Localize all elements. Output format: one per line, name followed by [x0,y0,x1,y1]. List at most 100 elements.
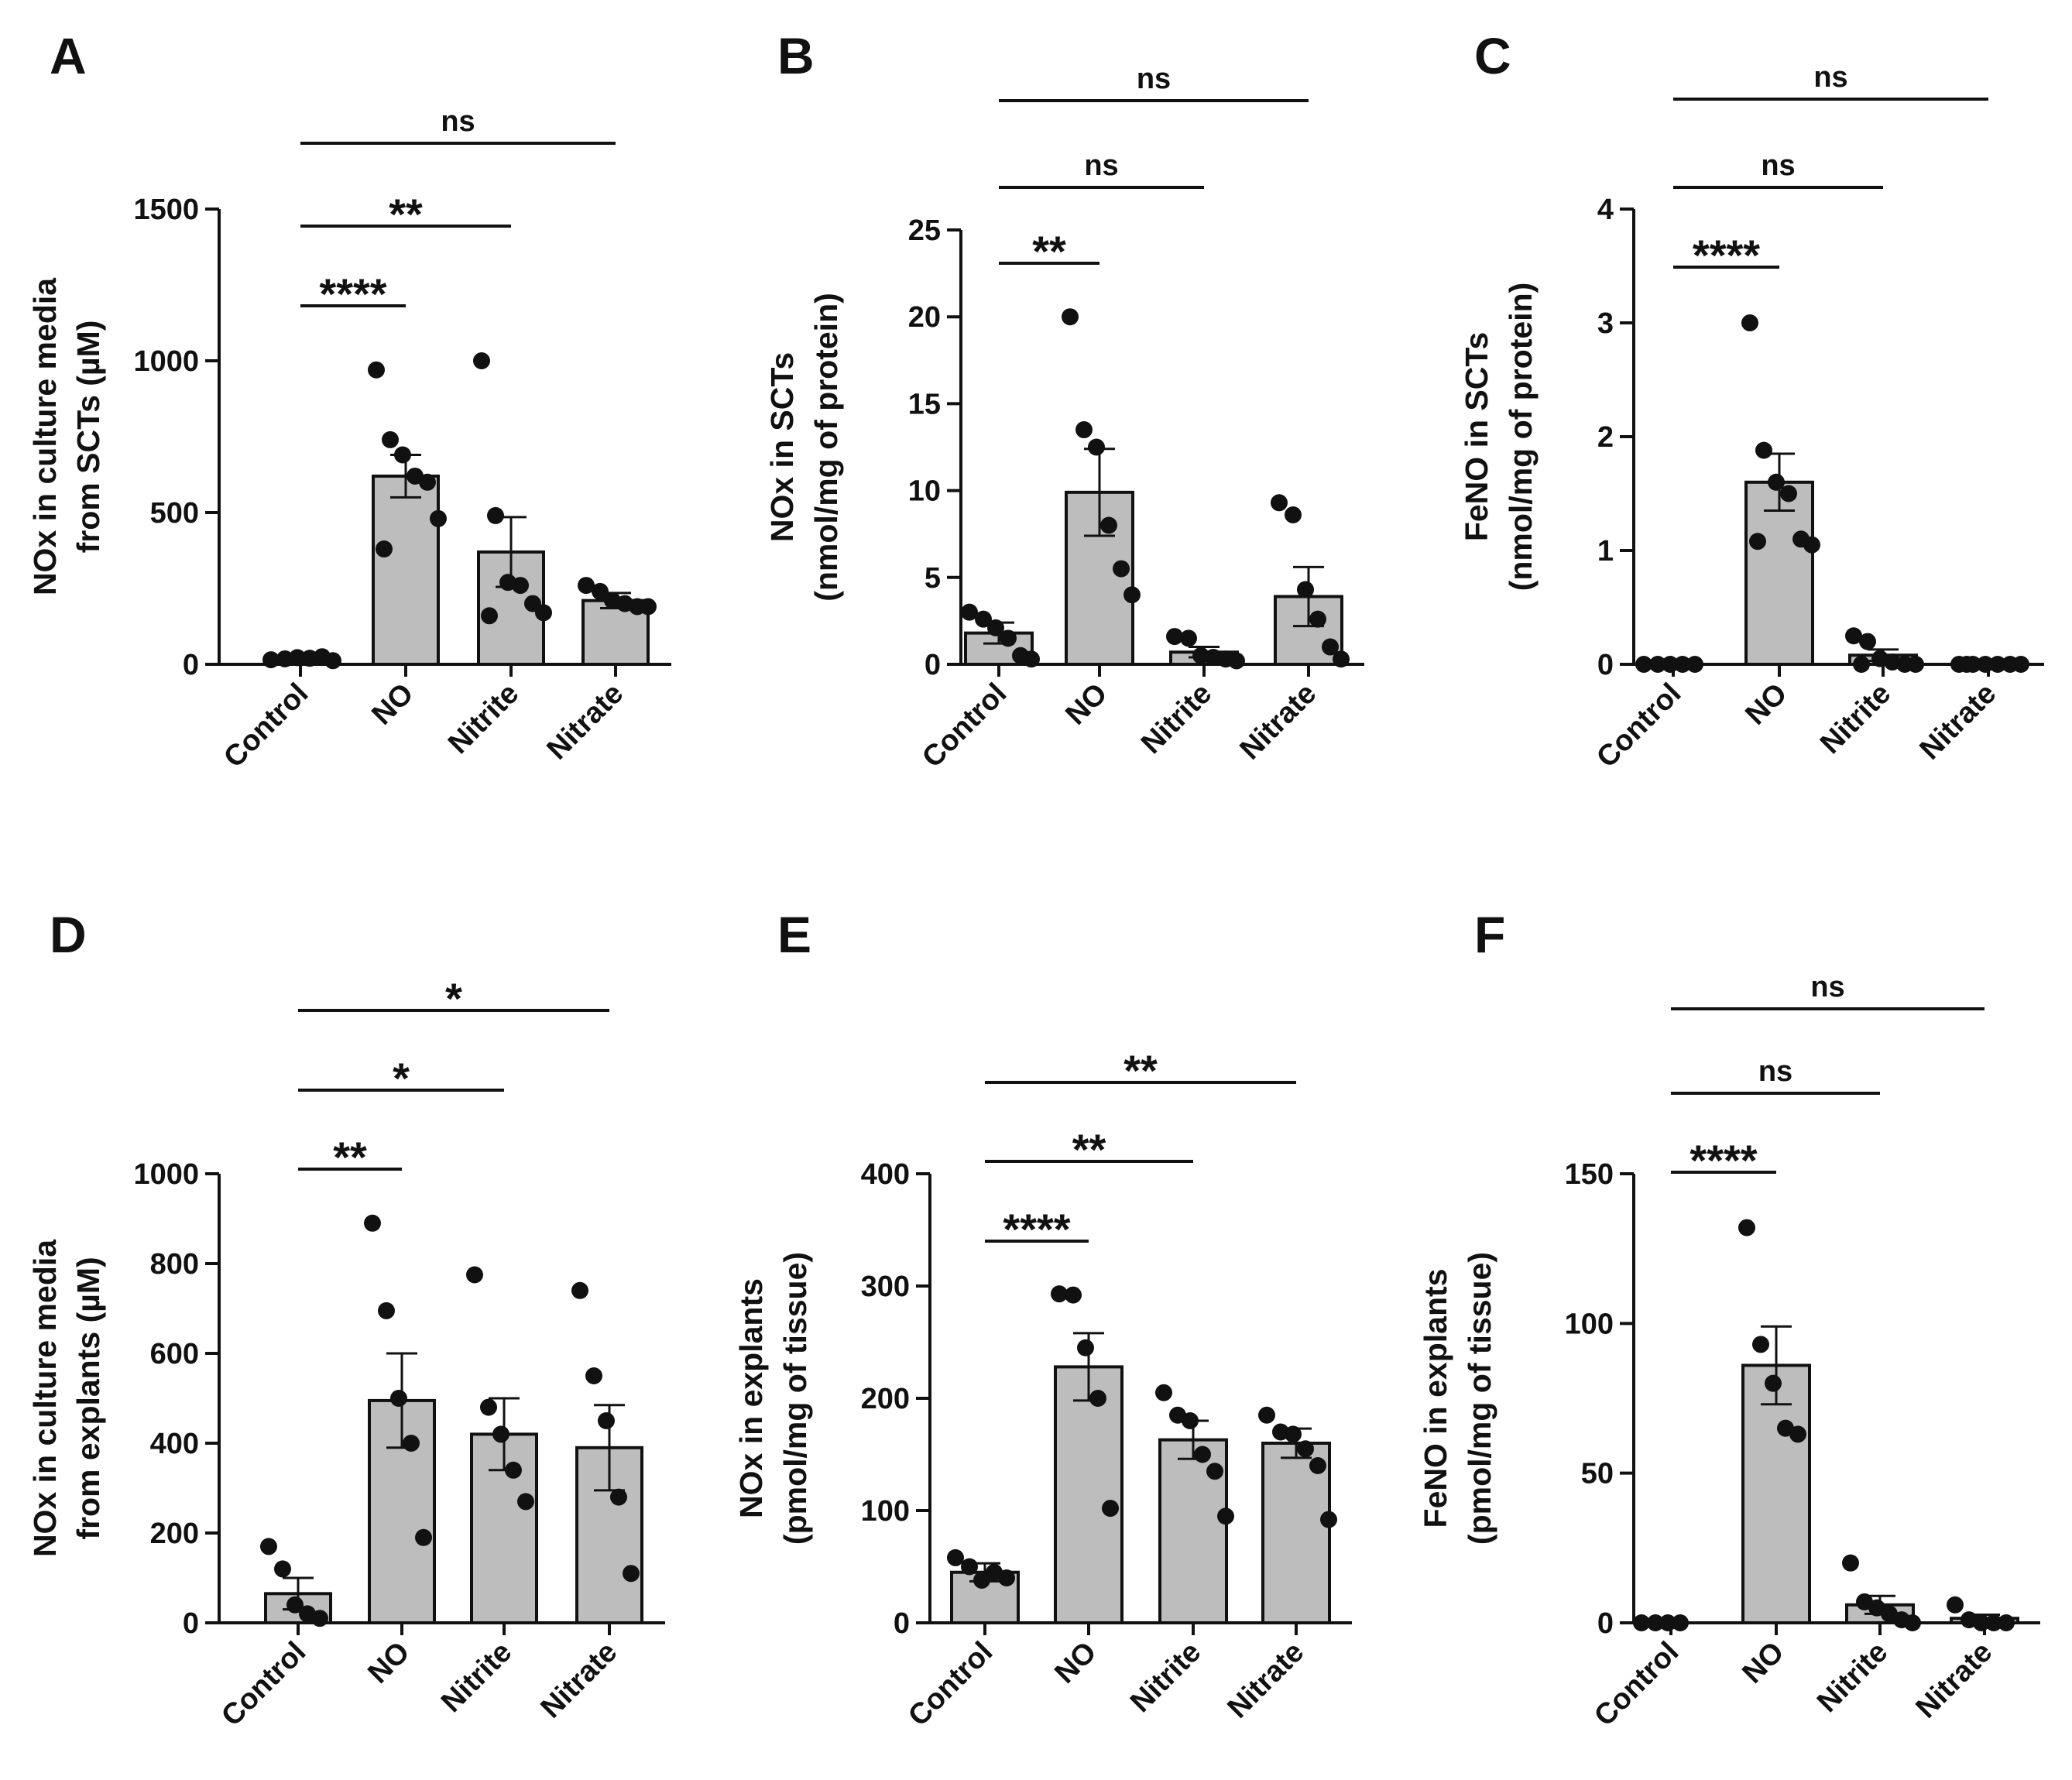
data-point [592,582,609,600]
x-tick-label: NO [1059,677,1113,732]
data-point [1155,1384,1172,1401]
data-point [1228,652,1245,670]
significance-label: ns [441,105,475,138]
y-axis-label: FeNO in SCTs [1459,332,1494,541]
data-point [1182,1412,1199,1429]
data-point [1271,494,1288,512]
y-axis-label: (pmol/mg of tissue) [777,1252,813,1545]
y-tick-label: 0 [183,1607,199,1640]
data-point [1166,628,1183,646]
y-tick-label: 400 [861,1158,910,1191]
x-tick-label: NO [1048,1636,1103,1690]
data-point [1947,1596,1964,1614]
data-point [1065,1286,1082,1304]
data-point [376,540,393,558]
y-tick-label: 500 [150,497,199,530]
data-point [973,1571,990,1589]
data-point [975,610,992,628]
data-point [1752,1336,1769,1353]
data-point [1672,1614,1689,1631]
x-tick-label: NO [1739,677,1793,732]
data-point [403,1435,420,1452]
data-point [1322,638,1339,656]
data-point [260,1538,277,1555]
y-tick-label: 800 [150,1248,199,1281]
data-point [1674,656,1691,673]
significance-label: ** [1123,1046,1158,1095]
x-tick-label: Nitrate [1234,677,1323,767]
data-point [1907,656,1924,673]
panel-letter: E [777,906,811,963]
data-point [301,650,318,667]
data-point [1635,656,1652,673]
x-tick-label: NO [1736,1636,1790,1690]
y-axis-label: from SCTs (µM) [70,321,106,554]
x-tick-label: Control [215,1636,312,1733]
y-axis-label: (pmol/mg of tissue) [1462,1252,1497,1545]
data-point [364,1214,381,1232]
data-point [419,473,436,491]
significance-label: **** [1003,1205,1070,1254]
y-tick-label: 3 [1597,307,1614,340]
data-point [492,1425,509,1443]
y-axis-label: NOx in culture media [27,277,63,595]
data-point [1309,610,1326,628]
data-point [998,1569,1015,1586]
data-point [578,577,595,595]
y-tick-label: 0 [925,649,941,681]
significance-label: * [393,1054,410,1103]
data-point [1113,560,1130,578]
y-tick-label: 1500 [133,194,199,226]
data-point [262,651,280,669]
data-point [1768,473,1785,491]
data-point [430,509,447,527]
significance-label: ns [1813,61,1847,94]
significance-label: ns [1758,1055,1792,1088]
data-point [1297,1440,1314,1458]
data-point [1755,441,1772,459]
data-point [535,604,552,622]
y-axis-label: NOx in culture media [27,1239,63,1557]
significance-label: **** [1690,1136,1757,1185]
data-point [505,1461,522,1479]
y-tick-label: 200 [861,1383,910,1415]
data-point [1958,656,1975,673]
bar [372,474,440,667]
data-point [1985,1614,2002,1631]
data-point [640,598,657,616]
data-point [473,352,490,369]
y-axis-label: (nmol/mg of protein) [808,293,844,602]
x-tick-label: Nitrate [535,1636,624,1725]
data-point [623,1565,640,1583]
x-tick-label: Control [1590,677,1687,774]
data-point [1633,1614,1650,1631]
panel-letter: F [1474,906,1505,963]
significance-label: ** [1032,227,1066,276]
y-axis-label: NOx in explants [733,1278,769,1518]
significance-label: **** [1693,231,1760,280]
data-point [571,1281,588,1299]
data-point [1853,656,1870,673]
data-point [2012,656,2029,673]
significance-label: **** [319,269,386,318]
data-point [1102,1500,1119,1518]
data-point [1842,1554,1859,1572]
significance-label: ns [1084,149,1118,182]
x-tick-label: NO [365,677,420,732]
data-point [1859,633,1876,650]
panel-D: D NOx in culture media from explants (µM) 0… [27,906,665,1733]
data-point [1062,308,1079,326]
y-tick-label: 15 [908,388,941,420]
data-point [1803,536,1820,554]
data-point [598,1412,615,1429]
panel-E: E NOx in explants (pmol/mg of tissue) 0 100 2… [733,906,1352,1733]
data-point [1297,581,1314,598]
data-point [1100,516,1117,534]
data-point [368,361,385,379]
panel-letter: A [50,27,87,84]
data-point [1789,1425,1806,1443]
data-point [1051,1285,1068,1303]
y-tick-label: 50 [1581,1458,1614,1490]
data-point [1780,485,1797,502]
